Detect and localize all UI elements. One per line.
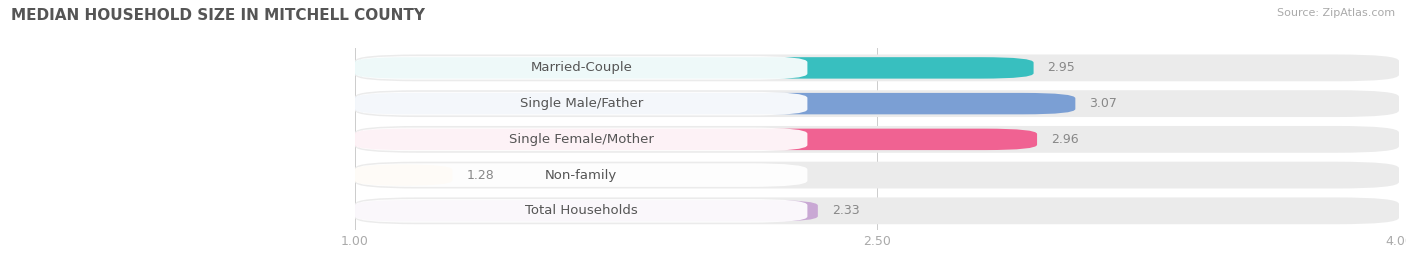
FancyBboxPatch shape bbox=[354, 200, 818, 222]
FancyBboxPatch shape bbox=[354, 92, 807, 116]
FancyBboxPatch shape bbox=[354, 129, 1038, 150]
Text: Single Male/Father: Single Male/Father bbox=[520, 97, 643, 110]
Text: 2.33: 2.33 bbox=[832, 204, 859, 217]
Text: 2.96: 2.96 bbox=[1050, 133, 1078, 146]
FancyBboxPatch shape bbox=[354, 162, 1399, 188]
FancyBboxPatch shape bbox=[354, 199, 807, 223]
Text: Total Households: Total Households bbox=[524, 204, 637, 217]
FancyBboxPatch shape bbox=[354, 54, 1399, 81]
FancyBboxPatch shape bbox=[354, 198, 1399, 224]
Text: Married-Couple: Married-Couple bbox=[530, 61, 633, 75]
Text: Single Female/Mother: Single Female/Mother bbox=[509, 133, 654, 146]
FancyBboxPatch shape bbox=[354, 163, 807, 187]
FancyBboxPatch shape bbox=[354, 164, 453, 186]
FancyBboxPatch shape bbox=[354, 56, 807, 80]
FancyBboxPatch shape bbox=[354, 128, 807, 151]
FancyBboxPatch shape bbox=[354, 126, 1399, 153]
Text: MEDIAN HOUSEHOLD SIZE IN MITCHELL COUNTY: MEDIAN HOUSEHOLD SIZE IN MITCHELL COUNTY bbox=[11, 8, 425, 23]
Text: 2.95: 2.95 bbox=[1047, 61, 1076, 75]
Text: 3.07: 3.07 bbox=[1090, 97, 1118, 110]
Text: Non-family: Non-family bbox=[546, 169, 617, 182]
FancyBboxPatch shape bbox=[354, 93, 1076, 114]
Text: Source: ZipAtlas.com: Source: ZipAtlas.com bbox=[1277, 8, 1395, 18]
Text: 1.28: 1.28 bbox=[467, 169, 494, 182]
FancyBboxPatch shape bbox=[354, 90, 1399, 117]
FancyBboxPatch shape bbox=[354, 57, 1033, 79]
